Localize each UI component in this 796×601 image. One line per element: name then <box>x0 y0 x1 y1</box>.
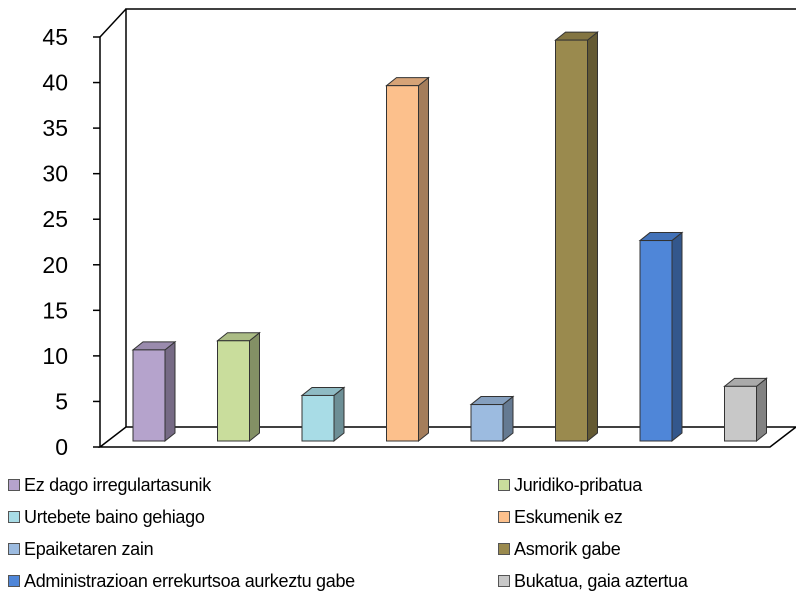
legend-label: Asmorik gabe <box>514 538 621 559</box>
legend-swatch <box>498 543 510 555</box>
legend-label: Ez dago irregulartasunik <box>24 474 211 495</box>
bar <box>469 395 515 443</box>
bar-front-face <box>555 39 588 442</box>
y-tick-label: 5 <box>55 388 68 414</box>
bar <box>385 76 430 443</box>
legend-label: Eskumenik ez <box>514 506 623 527</box>
y-tick-label: 10 <box>42 343 68 369</box>
bar-side-face <box>164 340 176 443</box>
bar-side-face <box>418 76 429 443</box>
legend-swatch <box>498 575 510 587</box>
bar-side-face <box>671 231 683 443</box>
y-tick-label: 40 <box>42 70 68 96</box>
legend: Ez dago irregulartasunik Juridiko-pribatu… <box>8 473 796 601</box>
bar-side-face <box>756 377 767 443</box>
y-tick-label: 30 <box>42 161 68 187</box>
bar <box>300 386 346 443</box>
legend-swatch <box>8 543 20 555</box>
bar-front-face <box>386 85 419 442</box>
bar-side-face <box>587 31 598 443</box>
legend-item: Urtebete baino gehiago <box>8 505 205 529</box>
bars <box>131 31 768 443</box>
legend-swatch <box>498 479 510 491</box>
bar-side-face <box>333 386 345 443</box>
legend-label: Urtebete baino gehiago <box>24 506 205 527</box>
bar-front-face <box>132 349 166 442</box>
legend-swatch <box>8 511 20 523</box>
chart-walls <box>97 8 796 448</box>
legend-swatch <box>8 575 20 587</box>
chart-area: 0 5 10 15 20 25 30 35 40 45 <box>42 8 796 460</box>
bar-front-face <box>724 385 757 442</box>
legend-label: Administrazioan errekurtsoa aurkeztu gab… <box>24 570 355 591</box>
legend-label: Epaiketaren zain <box>24 538 154 559</box>
bar-side-face <box>249 331 260 443</box>
legend-item: Bukatua, gaia aztertua <box>498 569 688 593</box>
legend-item: Eskumenik ez <box>498 505 623 529</box>
y-tick-label: 25 <box>42 206 68 232</box>
bar-front-face <box>217 340 250 442</box>
legend-item: Epaiketaren zain <box>8 537 154 561</box>
bar <box>723 377 768 443</box>
legend-swatch <box>8 479 20 491</box>
y-tick-label: 45 <box>42 24 68 50</box>
y-tick-label: 0 <box>55 434 68 460</box>
legend-label: Bukatua, gaia aztertua <box>514 570 688 591</box>
side-wall-top-edge <box>99 8 127 38</box>
y-axis: 0 5 10 15 20 25 30 35 40 45 <box>42 24 100 460</box>
bar-chart: 0 5 10 15 20 25 30 35 40 45 <box>42 8 796 460</box>
legend-item: Administrazioan errekurtsoa aurkeztu gab… <box>8 569 355 593</box>
y-tick-label: 15 <box>42 297 68 323</box>
bar <box>638 231 684 443</box>
bar-front-face <box>639 240 673 442</box>
bar <box>554 31 599 443</box>
y-tick-label: 20 <box>42 252 68 278</box>
bar <box>131 340 177 443</box>
legend-item: Juridiko-pribatua <box>498 473 642 497</box>
bar-front-face <box>301 394 335 442</box>
chart-floor <box>97 426 796 448</box>
legend-swatch <box>498 511 510 523</box>
legend-label: Juridiko-pribatua <box>514 474 642 495</box>
legend-item: Asmorik gabe <box>498 537 621 561</box>
y-tick-label: 35 <box>42 115 68 141</box>
bar <box>216 331 261 443</box>
legend-item: Ez dago irregulartasunik <box>8 473 211 497</box>
bar-front-face <box>470 404 504 442</box>
